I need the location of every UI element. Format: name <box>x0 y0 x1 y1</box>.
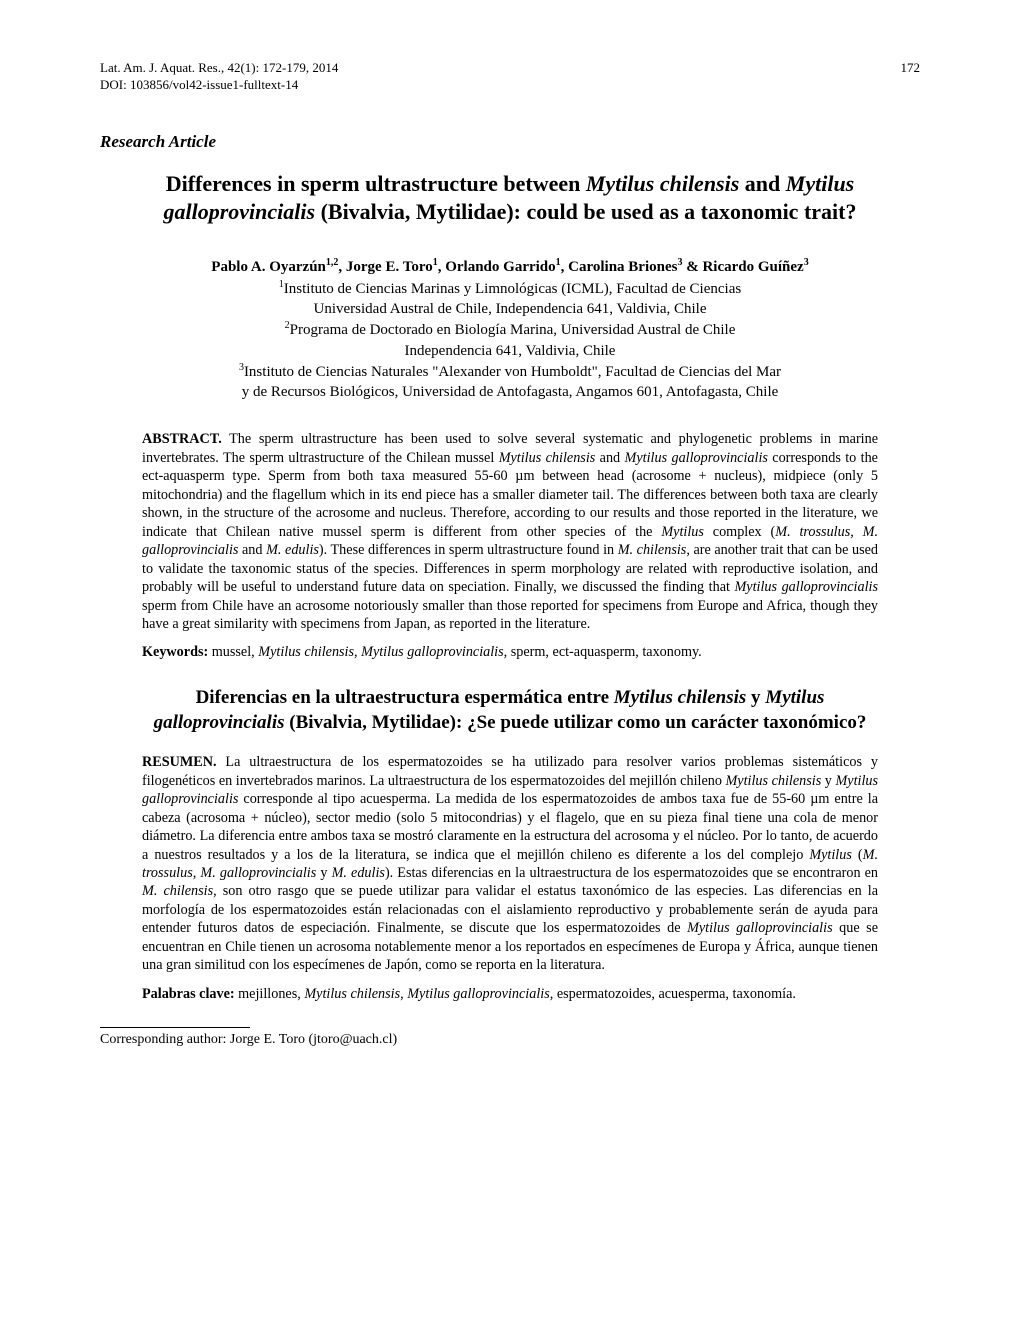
keywords-label: Keywords: <box>142 644 208 660</box>
footer-divider <box>100 1027 250 1028</box>
section-heading: Research Article <box>100 132 920 152</box>
page-header: Lat. Am. J. Aquat. Res., 42(1): 172-179,… <box>100 60 920 94</box>
abstract-label: ABSTRACT. <box>142 431 222 447</box>
keywords-english: Keywords: mussel, Mytilus chilensis, Myt… <box>100 643 920 661</box>
keywords-spanish: Palabras clave: mejillones, Mytilus chil… <box>100 985 920 1003</box>
palabras-clave-label: Palabras clave: <box>142 986 235 1002</box>
resumen-label: RESUMEN. <box>142 754 217 770</box>
abstract-spanish: RESUMEN. La ultraestructura de los esper… <box>100 753 920 974</box>
corresponding-author: Corresponding author: Jorge E. Toro (jto… <box>100 1032 920 1048</box>
article-title-spanish: Diferencias en la ultraestructura esperm… <box>100 686 920 735</box>
journal-citation: Lat. Am. J. Aquat. Res., 42(1): 172-179,… <box>100 60 338 77</box>
article-title: Differences in sperm ultrastructure betw… <box>100 170 920 227</box>
journal-info: Lat. Am. J. Aquat. Res., 42(1): 172-179,… <box>100 60 338 94</box>
abstract-english: ABSTRACT. The sperm ultrastructure has b… <box>100 430 920 633</box>
doi: DOI: 103856/vol42-issue1-fulltext-14 <box>100 77 338 94</box>
affiliations: 1Instituto de Ciencias Marinas y Limnoló… <box>100 278 920 403</box>
page-number: 172 <box>901 60 921 94</box>
authors: Pablo A. Oyarzún1,2, Jorge E. Toro1, Orl… <box>100 257 920 276</box>
